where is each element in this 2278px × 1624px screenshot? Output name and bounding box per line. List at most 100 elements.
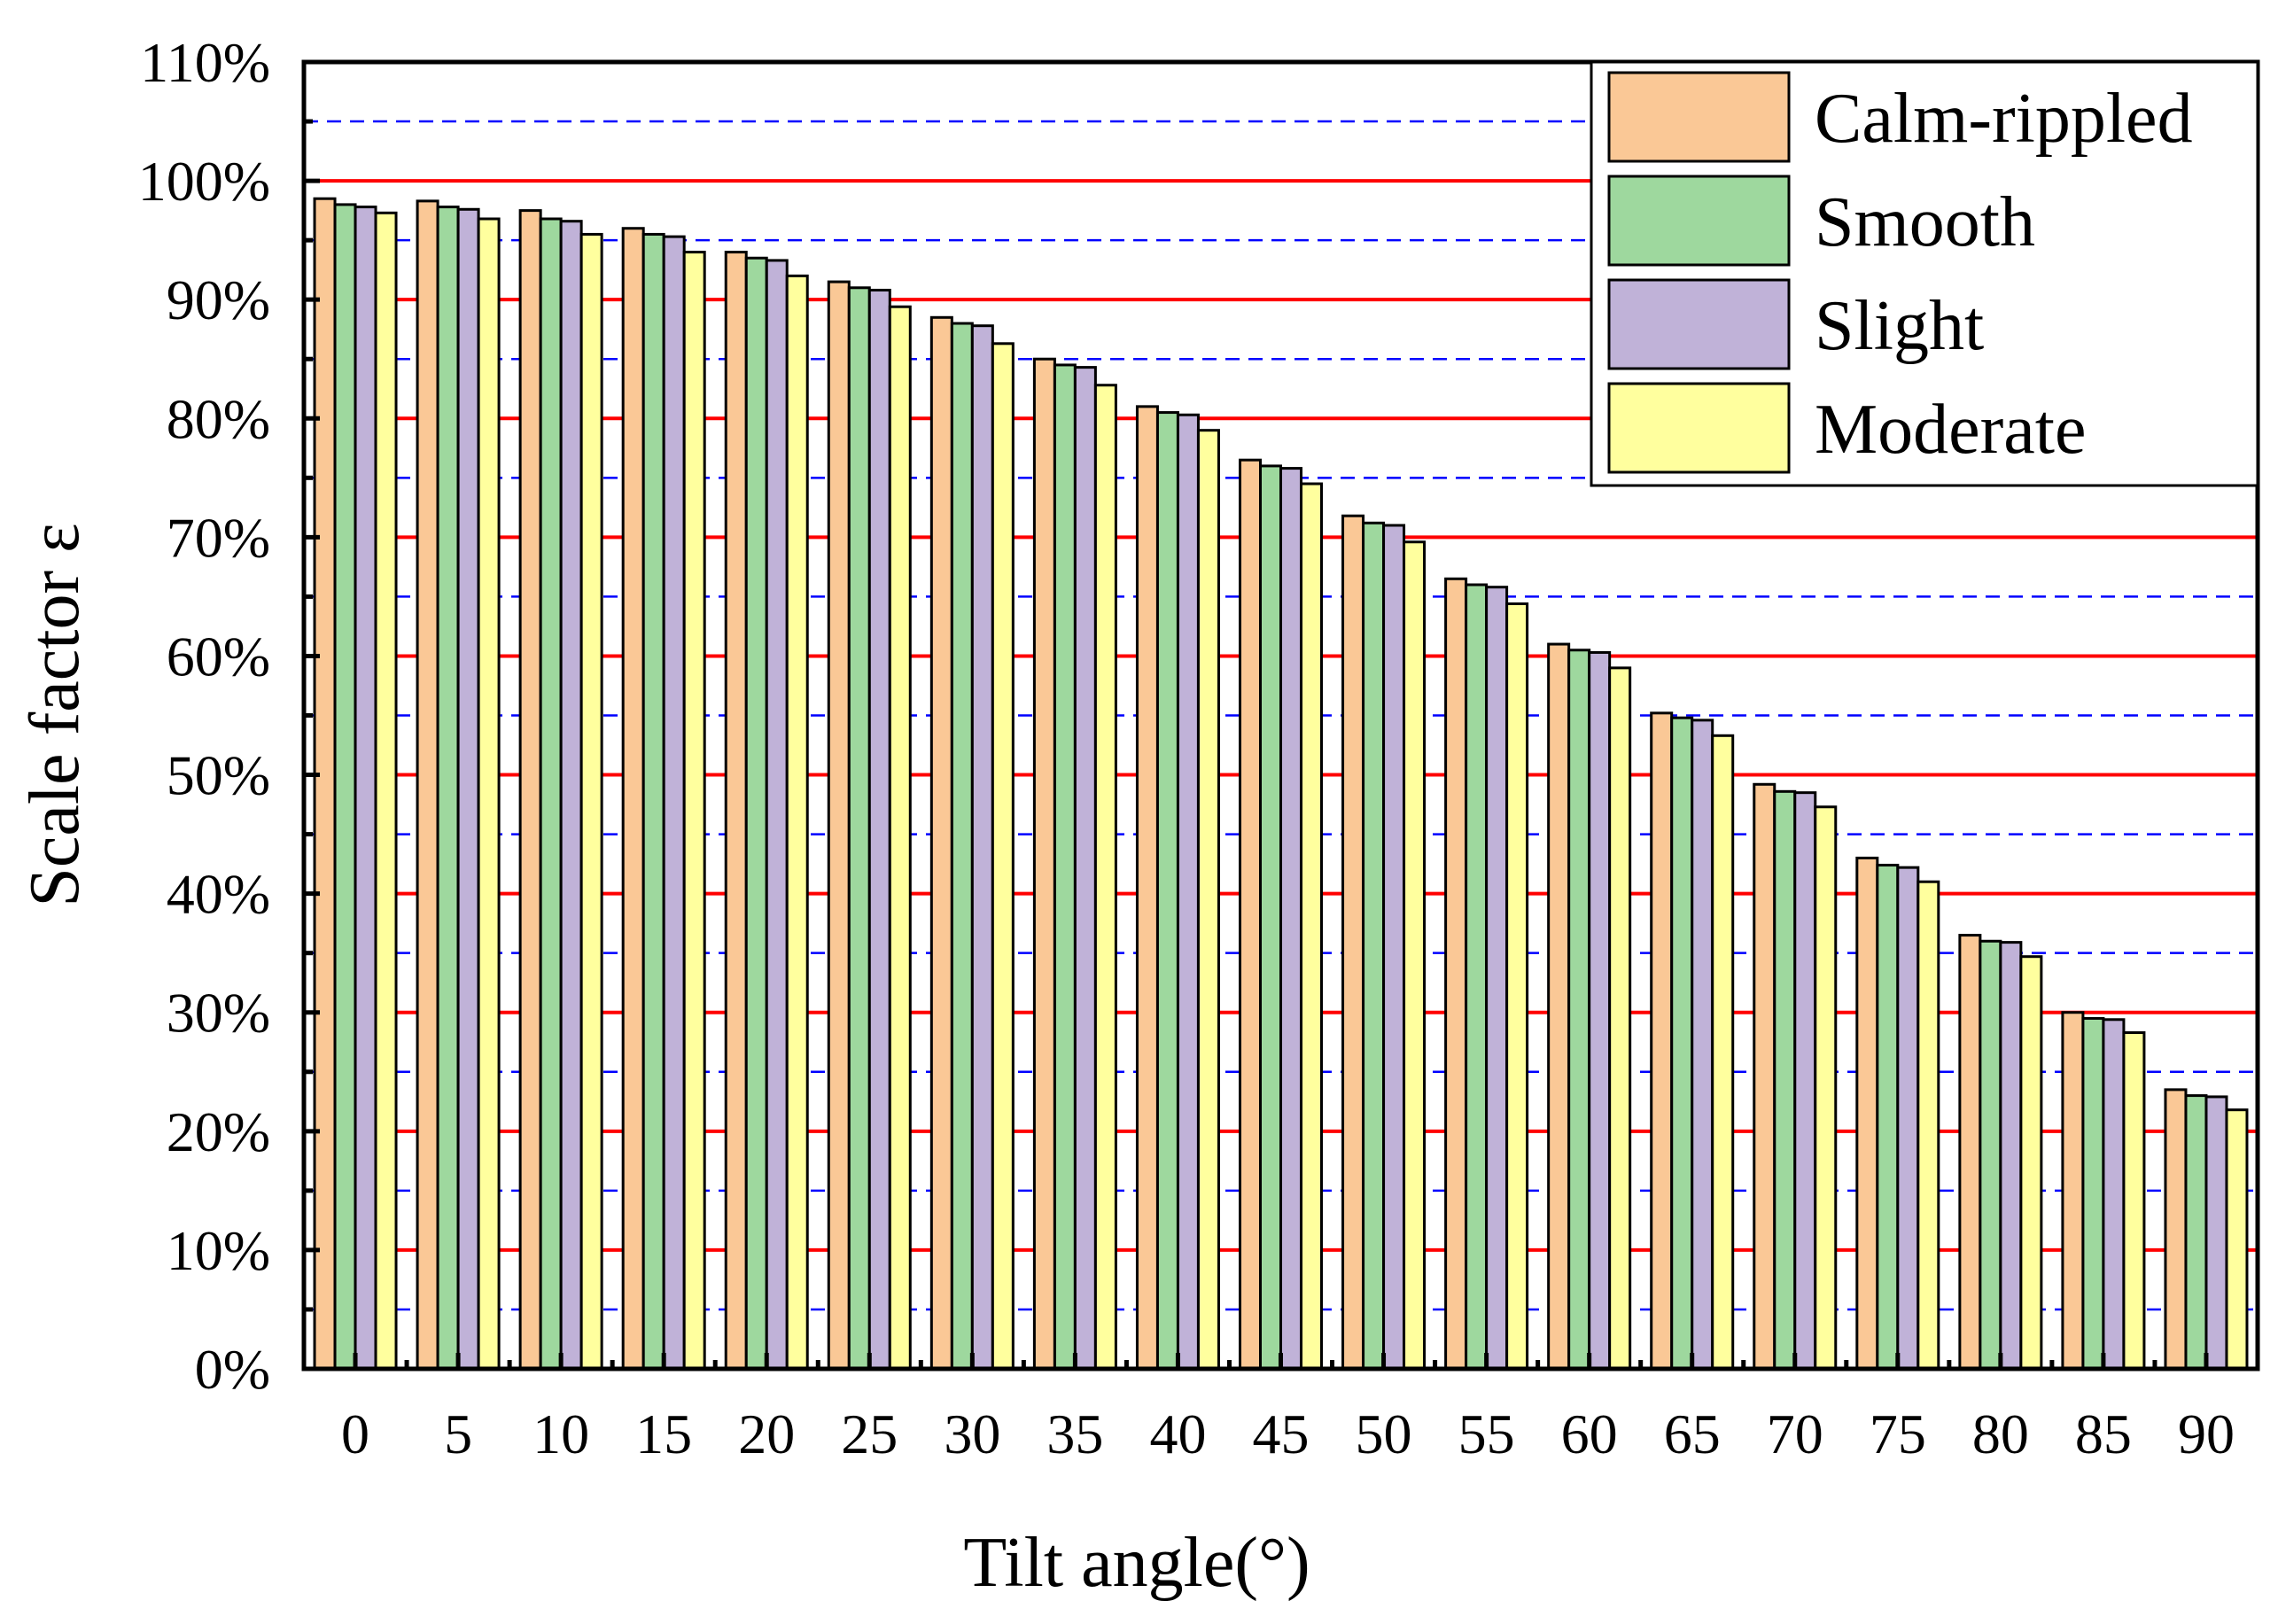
bar-moderate-0 [374,211,398,1371]
legend-swatch-slight [1607,278,1791,370]
bar-calm-rippled-0 [313,197,337,1371]
bar-calm-rippled-50 [1341,514,1365,1371]
bars [313,197,2249,1371]
bar-slight-55 [1485,586,1509,1371]
bar-smooth-90 [2184,1094,2208,1371]
bar-calm-rippled-15 [621,227,645,1371]
x-tick-label: 5 [444,1403,472,1465]
bar-calm-rippled-10 [518,209,542,1371]
bar-smooth-65 [1670,716,1694,1371]
bar-moderate-20 [785,274,809,1371]
bar-calm-rippled-60 [1547,642,1571,1371]
x-tick-label: 55 [1458,1403,1515,1465]
bar-slight-85 [2102,1018,2126,1371]
bar-calm-rippled-70 [1753,782,1777,1371]
bar-slight-40 [1176,413,1200,1371]
y-tick-label: 60% [167,625,270,688]
bar-smooth-60 [1567,649,1591,1371]
bar-moderate-10 [579,232,603,1371]
bar-slight-20 [765,259,789,1371]
legend-label-slight: Slight [1815,287,1984,365]
bar-smooth-45 [1259,464,1282,1371]
y-tick-label: 70% [167,506,270,569]
bar-slight-65 [1691,719,1714,1371]
bar-moderate-15 [682,251,706,1371]
bar-calm-rippled-75 [1855,856,1879,1371]
y-tick-label: 50% [167,744,270,807]
bar-smooth-20 [744,256,768,1371]
bar-smooth-5 [436,206,460,1371]
bar-moderate-60 [1608,666,1632,1371]
bar-slight-5 [456,207,480,1371]
bar-slight-35 [1073,366,1097,1371]
bar-calm-rippled-55 [1444,577,1468,1371]
bar-smooth-10 [539,217,563,1371]
bar-smooth-30 [950,322,974,1371]
legend-label-calm-rippled: Calm-rippled [1815,80,2193,158]
bar-moderate-40 [1196,429,1220,1371]
bar-slight-60 [1588,650,1612,1371]
x-tick-label: 50 [1356,1403,1412,1465]
bar-smooth-25 [847,286,871,1371]
x-tick-label: 30 [944,1403,1000,1465]
bar-moderate-25 [888,305,912,1371]
legend-items: Calm-rippled Smooth Slight Moderate [1607,71,2193,474]
x-axis-title: Tilt angle(°) [963,1524,1310,1602]
bar-calm-rippled-35 [1032,357,1056,1371]
bar-moderate-5 [477,217,501,1371]
y-tick-label: 10% [167,1219,270,1282]
bar-calm-rippled-80 [1958,934,1982,1371]
bar-moderate-30 [991,342,1015,1371]
x-tick-label: 90 [2178,1403,2235,1465]
bar-moderate-35 [1093,384,1117,1371]
bar-calm-rippled-5 [416,199,439,1371]
bar-slight-45 [1279,467,1302,1371]
legend-swatch-moderate [1607,382,1791,474]
y-tick-label: 90% [167,268,270,331]
y-tick-label: 40% [167,863,270,926]
bar-slight-30 [970,324,994,1371]
bar-moderate-45 [1300,482,1323,1371]
bar-smooth-75 [1876,863,1900,1371]
bar-calm-rippled-85 [2061,1011,2085,1371]
bar-smooth-70 [1773,789,1797,1371]
y-tick-label: 30% [167,982,270,1045]
bar-slight-80 [1999,941,2023,1371]
x-tick-label: 60 [1561,1403,1618,1465]
bar-moderate-55 [1505,602,1529,1371]
x-tick-label: 80 [1972,1403,2029,1465]
x-tick-label: 45 [1253,1403,1310,1465]
y-tick-label: 110% [140,31,270,94]
x-tick-label: 0 [341,1403,369,1465]
bar-slight-75 [1896,866,1920,1371]
legend-swatch-calm-rippled [1607,71,1791,163]
bar-smooth-40 [1155,411,1179,1371]
x-tick-label: 15 [635,1403,692,1465]
bar-smooth-50 [1362,521,1386,1371]
legend-label-smooth: Smooth [1815,183,2035,261]
axis-ticks [304,59,2209,1371]
bar-smooth-55 [1465,583,1489,1371]
bar-slight-70 [1793,791,1817,1371]
x-tick-label: 20 [738,1403,795,1465]
y-tick-label: 0% [195,1338,270,1401]
x-tick-label: 35 [1046,1403,1103,1465]
bar-calm-rippled-30 [929,315,953,1371]
bar-slight-25 [867,288,891,1371]
x-tick-label: 25 [841,1403,898,1465]
bar-moderate-75 [1916,880,1940,1371]
y-tick-labels: 0% 10% 20% 30% 40% 50% 60% 70% 80% 90% 100% 110% [138,31,270,1401]
bar-moderate-85 [2122,1031,2146,1371]
x-tick-label: 40 [1149,1403,1206,1465]
x-tick-label: 10 [533,1403,589,1465]
x-tick-labels: 0 5 10 15 20 25 30 35 40 45 50 55 60 65 70 75 80 85 90 [341,1403,2235,1465]
legend: Calm-rippled Smooth Slight Moderate [1590,60,2259,487]
y-tick-label: 80% [167,387,270,450]
bar-slight-50 [1382,524,1406,1371]
x-tick-label: 85 [2075,1403,2132,1465]
bar-smooth-85 [2081,1016,2105,1371]
bar-calm-rippled-45 [1239,458,1262,1371]
bar-smooth-80 [1979,939,2002,1371]
y-tick-label: 100% [138,150,270,213]
